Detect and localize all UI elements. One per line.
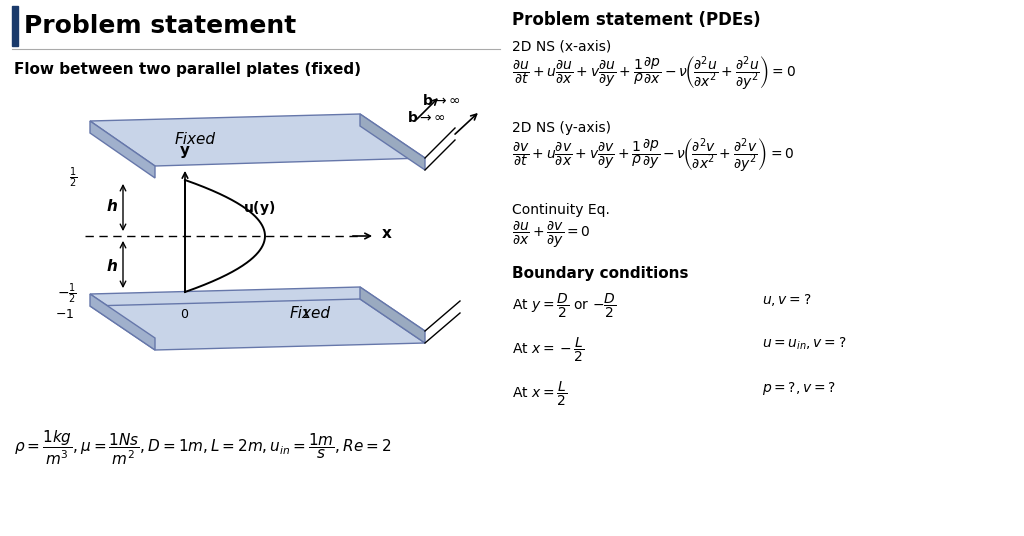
Text: $1$: $1$ [301, 308, 309, 321]
Text: $\mathbf{x}$: $\mathbf{x}$ [381, 227, 392, 242]
Text: Boundary conditions: Boundary conditions [512, 266, 688, 281]
Text: Flow between two parallel plates (fixed): Flow between two parallel plates (fixed) [14, 62, 361, 77]
Text: Fixed: Fixed [290, 307, 331, 322]
Polygon shape [90, 121, 155, 178]
Text: Problem statement: Problem statement [24, 14, 296, 38]
Text: $\dfrac{\partial u}{\partial t} + u\dfrac{\partial u}{\partial x} + v\dfrac{\par: $\dfrac{\partial u}{\partial t} + u\dfra… [512, 55, 796, 93]
Text: Continuity Eq.: Continuity Eq. [512, 203, 610, 217]
Text: $\mathbf{u(y)}$: $\mathbf{u(y)}$ [243, 199, 275, 217]
Polygon shape [90, 299, 425, 350]
Text: $\rho = \dfrac{1kg}{m^3},\mu = \dfrac{1Ns}{m^2},D = 1m,L = 2m,u_{in} = \dfrac{1m: $\rho = \dfrac{1kg}{m^3},\mu = \dfrac{1N… [14, 429, 391, 467]
Text: $\mathbf{y}$: $\mathbf{y}$ [179, 144, 190, 160]
Text: $\dfrac{\partial v}{\partial t} + u\dfrac{\partial v}{\partial x} + v\dfrac{\par: $\dfrac{\partial v}{\partial t} + u\dfra… [512, 137, 795, 175]
Text: $\frac{1}{2}$: $\frac{1}{2}$ [69, 166, 77, 190]
Text: $\boldsymbol{h}$: $\boldsymbol{h}$ [106, 198, 118, 214]
Text: $-\frac{1}{2}$: $-\frac{1}{2}$ [57, 282, 77, 306]
Text: $u = u_{in}, v =?$: $u = u_{in}, v =?$ [762, 336, 847, 352]
Polygon shape [90, 287, 425, 338]
Polygon shape [360, 114, 425, 170]
Text: $0$: $0$ [180, 308, 189, 321]
Text: $\dfrac{\partial u}{\partial x} + \dfrac{\partial v}{\partial y} = 0$: $\dfrac{\partial u}{\partial x} + \dfrac… [512, 219, 591, 250]
Polygon shape [360, 287, 425, 343]
Text: $u, v =?$: $u, v =?$ [762, 292, 811, 308]
Bar [12, 6, 18, 46]
Text: $\boldsymbol{h}$: $\boldsymbol{h}$ [106, 258, 118, 274]
Text: $p =?, v =?$: $p =?, v =?$ [762, 380, 836, 397]
Text: 2D NS (y-axis): 2D NS (y-axis) [512, 121, 611, 135]
Text: Fixed: Fixed [174, 131, 215, 146]
Text: At $y = \dfrac{D}{2}$ or $-\dfrac{D}{2}$: At $y = \dfrac{D}{2}$ or $-\dfrac{D}{2}$ [512, 292, 616, 321]
Text: At $x = -\dfrac{L}{2}$: At $x = -\dfrac{L}{2}$ [512, 336, 585, 364]
Text: $-1$: $-1$ [55, 308, 75, 321]
Polygon shape [90, 114, 425, 166]
Text: $\mathbf{b} \rightarrow \infty$: $\mathbf{b} \rightarrow \infty$ [407, 110, 446, 125]
Polygon shape [90, 294, 155, 350]
Text: 2D NS (x-axis): 2D NS (x-axis) [512, 39, 611, 53]
Text: Problem statement (PDEs): Problem statement (PDEs) [512, 11, 761, 29]
Text: At $x = \dfrac{L}{2}$: At $x = \dfrac{L}{2}$ [512, 380, 567, 408]
Text: $\mathbf{b} \to \infty$: $\mathbf{b} \to \infty$ [422, 93, 461, 108]
